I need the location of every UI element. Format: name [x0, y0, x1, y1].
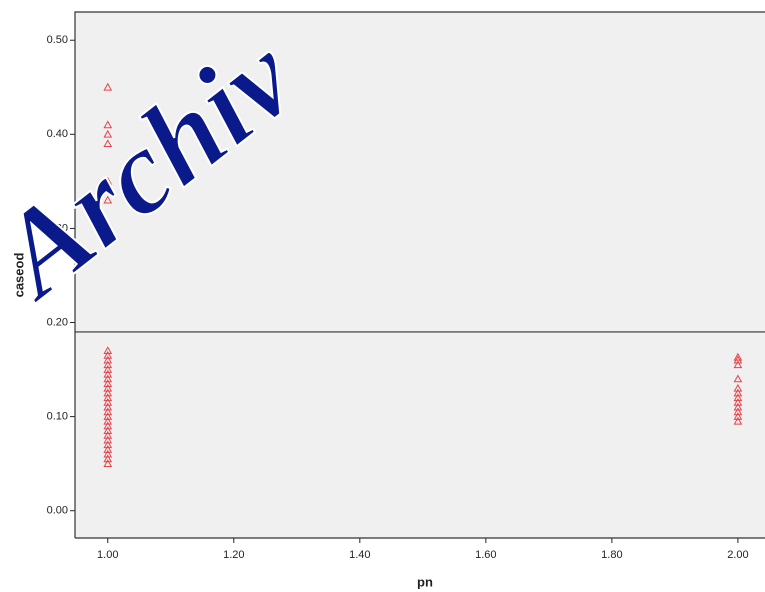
x-tick-label: 1.40: [349, 549, 370, 561]
y-tick-label: 0.30: [47, 222, 68, 234]
x-tick-label: 1.00: [97, 549, 118, 561]
point: [103, 388, 113, 397]
point: [103, 459, 113, 467]
y-tick-label: 0.20: [47, 316, 68, 328]
point: [733, 383, 743, 392]
point: [103, 369, 113, 378]
point: [103, 176, 113, 185]
axis-frame: [74, 11, 765, 539]
point: [103, 416, 113, 425]
point: [733, 393, 743, 402]
point: [103, 139, 113, 148]
point: [103, 440, 113, 449]
point: [103, 449, 113, 458]
point: [103, 421, 113, 430]
point: [733, 374, 743, 383]
point: [103, 402, 113, 411]
point: [103, 355, 113, 364]
y-tick-label: 0.50: [47, 34, 68, 46]
plot-area: [75, 12, 765, 538]
x-tick-label: 1.60: [475, 549, 496, 561]
point: [733, 416, 743, 425]
point: [103, 397, 113, 406]
point: [103, 435, 113, 444]
point: [103, 379, 113, 387]
y-tick-label: 0.00: [47, 505, 68, 517]
point: [103, 454, 113, 463]
point: [733, 407, 743, 416]
point: [733, 402, 743, 411]
point: [103, 383, 113, 392]
point: [103, 223, 113, 232]
point: [103, 346, 113, 355]
point: [103, 82, 113, 91]
point: [103, 445, 113, 453]
point: [103, 407, 113, 416]
point: [733, 397, 743, 406]
point: [103, 412, 113, 420]
point: [103, 365, 113, 373]
point: [733, 412, 743, 420]
x-tick-label: 1.20: [223, 549, 244, 561]
x-axis-label: pn: [417, 574, 433, 589]
point: [103, 129, 113, 138]
x-tick-label: 1.80: [601, 549, 622, 561]
y-axis-label: caseod: [11, 253, 26, 298]
point: [103, 426, 113, 435]
point: [733, 352, 743, 361]
point: [103, 430, 113, 439]
point: [733, 388, 743, 397]
x-tick-label: 2.00: [727, 549, 748, 561]
point: [103, 393, 113, 402]
point: [103, 374, 113, 383]
point: [103, 195, 113, 204]
y-tick-label: 0.40: [47, 128, 68, 140]
point: [103, 120, 113, 129]
point: [733, 360, 743, 369]
point: [103, 350, 113, 359]
point: [103, 360, 113, 369]
y-tick-label: 0.10: [47, 411, 68, 423]
